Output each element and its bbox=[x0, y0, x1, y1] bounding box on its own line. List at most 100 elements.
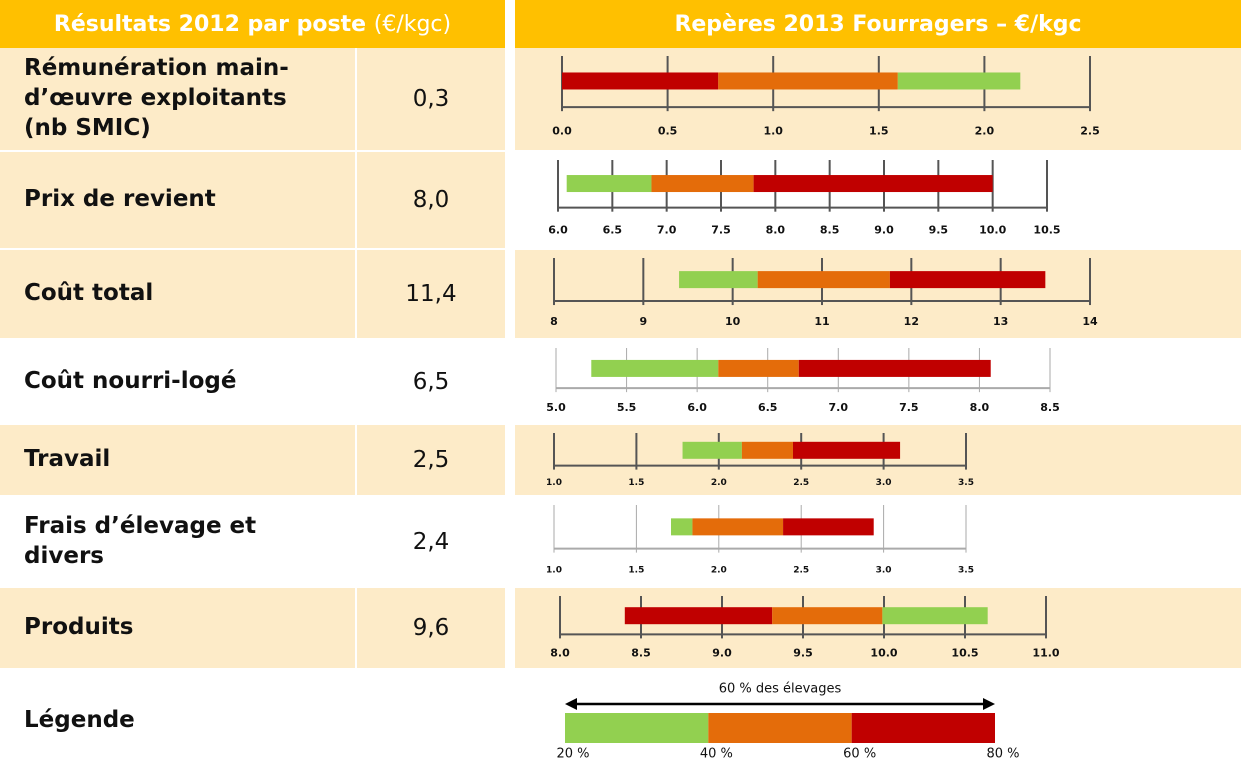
legend-tick-label: 60 % bbox=[843, 747, 876, 762]
row-value: 2,4 bbox=[357, 497, 505, 586]
legend-segment bbox=[708, 713, 852, 743]
row-value: 8,0 bbox=[357, 152, 505, 248]
tick-label: 9.0 bbox=[712, 647, 732, 660]
tick-label: 3.0 bbox=[876, 478, 892, 488]
tick-label: 12 bbox=[904, 315, 919, 328]
legend-tick-label: 20 % bbox=[556, 747, 589, 762]
header-title: Résultats 2012 par poste bbox=[53, 11, 367, 37]
tick-label: 8 bbox=[550, 315, 558, 328]
tick-label: 5.0 bbox=[546, 401, 566, 414]
tick-label: 2.5 bbox=[793, 478, 809, 488]
bar-segment bbox=[682, 441, 742, 459]
row-label: Coût total bbox=[0, 250, 355, 338]
bar-segment bbox=[566, 175, 652, 193]
tick-label: 1.0 bbox=[546, 478, 562, 488]
bar-segment bbox=[624, 607, 773, 625]
tick-label: 8.0 bbox=[550, 647, 570, 660]
tick-label: 9.0 bbox=[874, 224, 894, 237]
tick-label: 3.5 bbox=[958, 565, 974, 575]
tick-label: 8.0 bbox=[970, 401, 990, 414]
tick-label: 13 bbox=[993, 315, 1008, 328]
chart-cell bbox=[515, 340, 1241, 423]
tick-label: 8.5 bbox=[820, 224, 840, 237]
tick-label: 14 bbox=[1082, 315, 1098, 328]
tick-label: 7.0 bbox=[829, 401, 849, 414]
bar-segment bbox=[651, 175, 754, 193]
legend-tick-label: 40 % bbox=[700, 747, 733, 762]
tick-label: 10.5 bbox=[951, 647, 978, 660]
tick-label: 6.0 bbox=[548, 224, 568, 237]
row-value: 0,3 bbox=[357, 48, 505, 150]
tick-label: 10.5 bbox=[1033, 224, 1060, 237]
row-label: Rémunération main-d’œuvre exploitants (n… bbox=[0, 48, 355, 150]
tick-label: 0.5 bbox=[658, 125, 678, 138]
tick-label: 10 bbox=[725, 315, 741, 328]
chart-cell bbox=[515, 588, 1241, 668]
legend-segment bbox=[851, 713, 995, 743]
right-header: Repères 2013 Fourragers – €/kgc bbox=[515, 0, 1241, 48]
bar-segment bbox=[882, 607, 988, 625]
tick-label: 2.5 bbox=[1080, 125, 1100, 138]
bar-segment bbox=[591, 359, 719, 377]
legend-annotation: 60 % des élevages bbox=[719, 682, 842, 697]
tick-label: 0.0 bbox=[552, 125, 572, 138]
bar-segment bbox=[783, 518, 874, 536]
tick-label: 1.5 bbox=[628, 565, 644, 575]
chart-cell bbox=[515, 152, 1241, 248]
tick-label: 11 bbox=[814, 315, 829, 328]
bar-segment bbox=[757, 271, 890, 289]
tick-label: 2.0 bbox=[975, 125, 995, 138]
bar-segment bbox=[679, 271, 758, 289]
tick-label: 8.0 bbox=[766, 224, 786, 237]
tick-label: 8.5 bbox=[1040, 401, 1060, 414]
tick-label: 7.5 bbox=[711, 224, 731, 237]
tick-label: 9.5 bbox=[929, 224, 949, 237]
bar-segment bbox=[692, 518, 784, 536]
chart-cell bbox=[515, 250, 1241, 338]
tick-label: 2.5 bbox=[793, 565, 809, 575]
tick-label: 1.5 bbox=[628, 478, 644, 488]
tick-label: 2.0 bbox=[711, 478, 727, 488]
row-value: 11,4 bbox=[357, 250, 505, 338]
legend-segment bbox=[565, 713, 709, 743]
bar-segment bbox=[889, 271, 1046, 289]
tick-label: 1.5 bbox=[869, 125, 889, 138]
bar-segment bbox=[753, 175, 993, 193]
bar-segment bbox=[792, 441, 901, 459]
bar-segment bbox=[798, 359, 991, 377]
left-header: Résultats 2012 par poste (€/kgc) bbox=[0, 0, 505, 48]
tick-label: 6.5 bbox=[758, 401, 778, 414]
row-label: Frais d’élevage et divers bbox=[0, 497, 355, 586]
bar-segment bbox=[671, 518, 693, 536]
tick-label: 8.5 bbox=[631, 647, 651, 660]
bar-segment bbox=[772, 607, 883, 625]
legend-tick-label: 80 % bbox=[986, 747, 1019, 762]
tick-label: 11.0 bbox=[1032, 647, 1059, 660]
header-unit: (€/kgc) bbox=[373, 11, 452, 37]
tick-label: 7.0 bbox=[657, 224, 677, 237]
row-value: 2,5 bbox=[357, 425, 505, 495]
tick-label: 6.0 bbox=[687, 401, 707, 414]
tick-label: 1.0 bbox=[546, 565, 562, 575]
tick-label: 7.5 bbox=[899, 401, 919, 414]
tick-label: 9.5 bbox=[793, 647, 813, 660]
tick-label: 2.0 bbox=[711, 565, 727, 575]
tick-label: 3.5 bbox=[958, 478, 974, 488]
tick-label: 6.5 bbox=[603, 224, 623, 237]
bar-segment bbox=[562, 72, 719, 90]
tick-label: 1.0 bbox=[763, 125, 783, 138]
tick-label: 5.5 bbox=[617, 401, 637, 414]
tick-label: 10.0 bbox=[870, 647, 897, 660]
tick-label: 10.0 bbox=[979, 224, 1006, 237]
legend-label: Légende bbox=[24, 706, 135, 733]
header-title: Repères 2013 Fourragers – €/kgc bbox=[674, 11, 1082, 37]
bar-segment bbox=[718, 359, 799, 377]
row-value: 9,6 bbox=[357, 588, 505, 668]
bar-segment bbox=[741, 441, 793, 459]
row-label: Prix de revient bbox=[0, 152, 355, 248]
bar-segment bbox=[718, 72, 898, 90]
row-label: Coût nourri-logé bbox=[0, 340, 355, 423]
tick-label: 3.0 bbox=[876, 565, 892, 575]
